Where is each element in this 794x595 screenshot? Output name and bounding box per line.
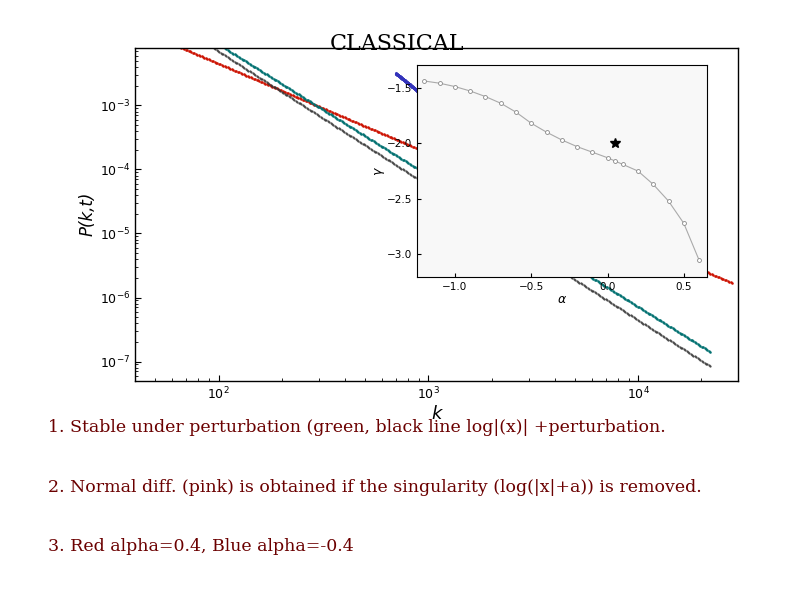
- X-axis label: $\alpha$: $\alpha$: [557, 293, 567, 306]
- X-axis label: k: k: [431, 405, 442, 423]
- Y-axis label: $\gamma$: $\gamma$: [372, 166, 387, 176]
- Y-axis label: P(k,t): P(k,t): [79, 192, 97, 236]
- Text: 3. Red alpha=0.4, Blue alpha=-0.4: 3. Red alpha=0.4, Blue alpha=-0.4: [48, 538, 353, 556]
- Text: 1. Stable under perturbation (green, black line log|(x)| +perturbation.: 1. Stable under perturbation (green, bla…: [48, 419, 665, 437]
- Text: 2. Normal diff. (pink) is obtained if the singularity (log(|x|+a)) is removed.: 2. Normal diff. (pink) is obtained if th…: [48, 479, 701, 496]
- Text: CLASSICAL: CLASSICAL: [330, 33, 464, 55]
